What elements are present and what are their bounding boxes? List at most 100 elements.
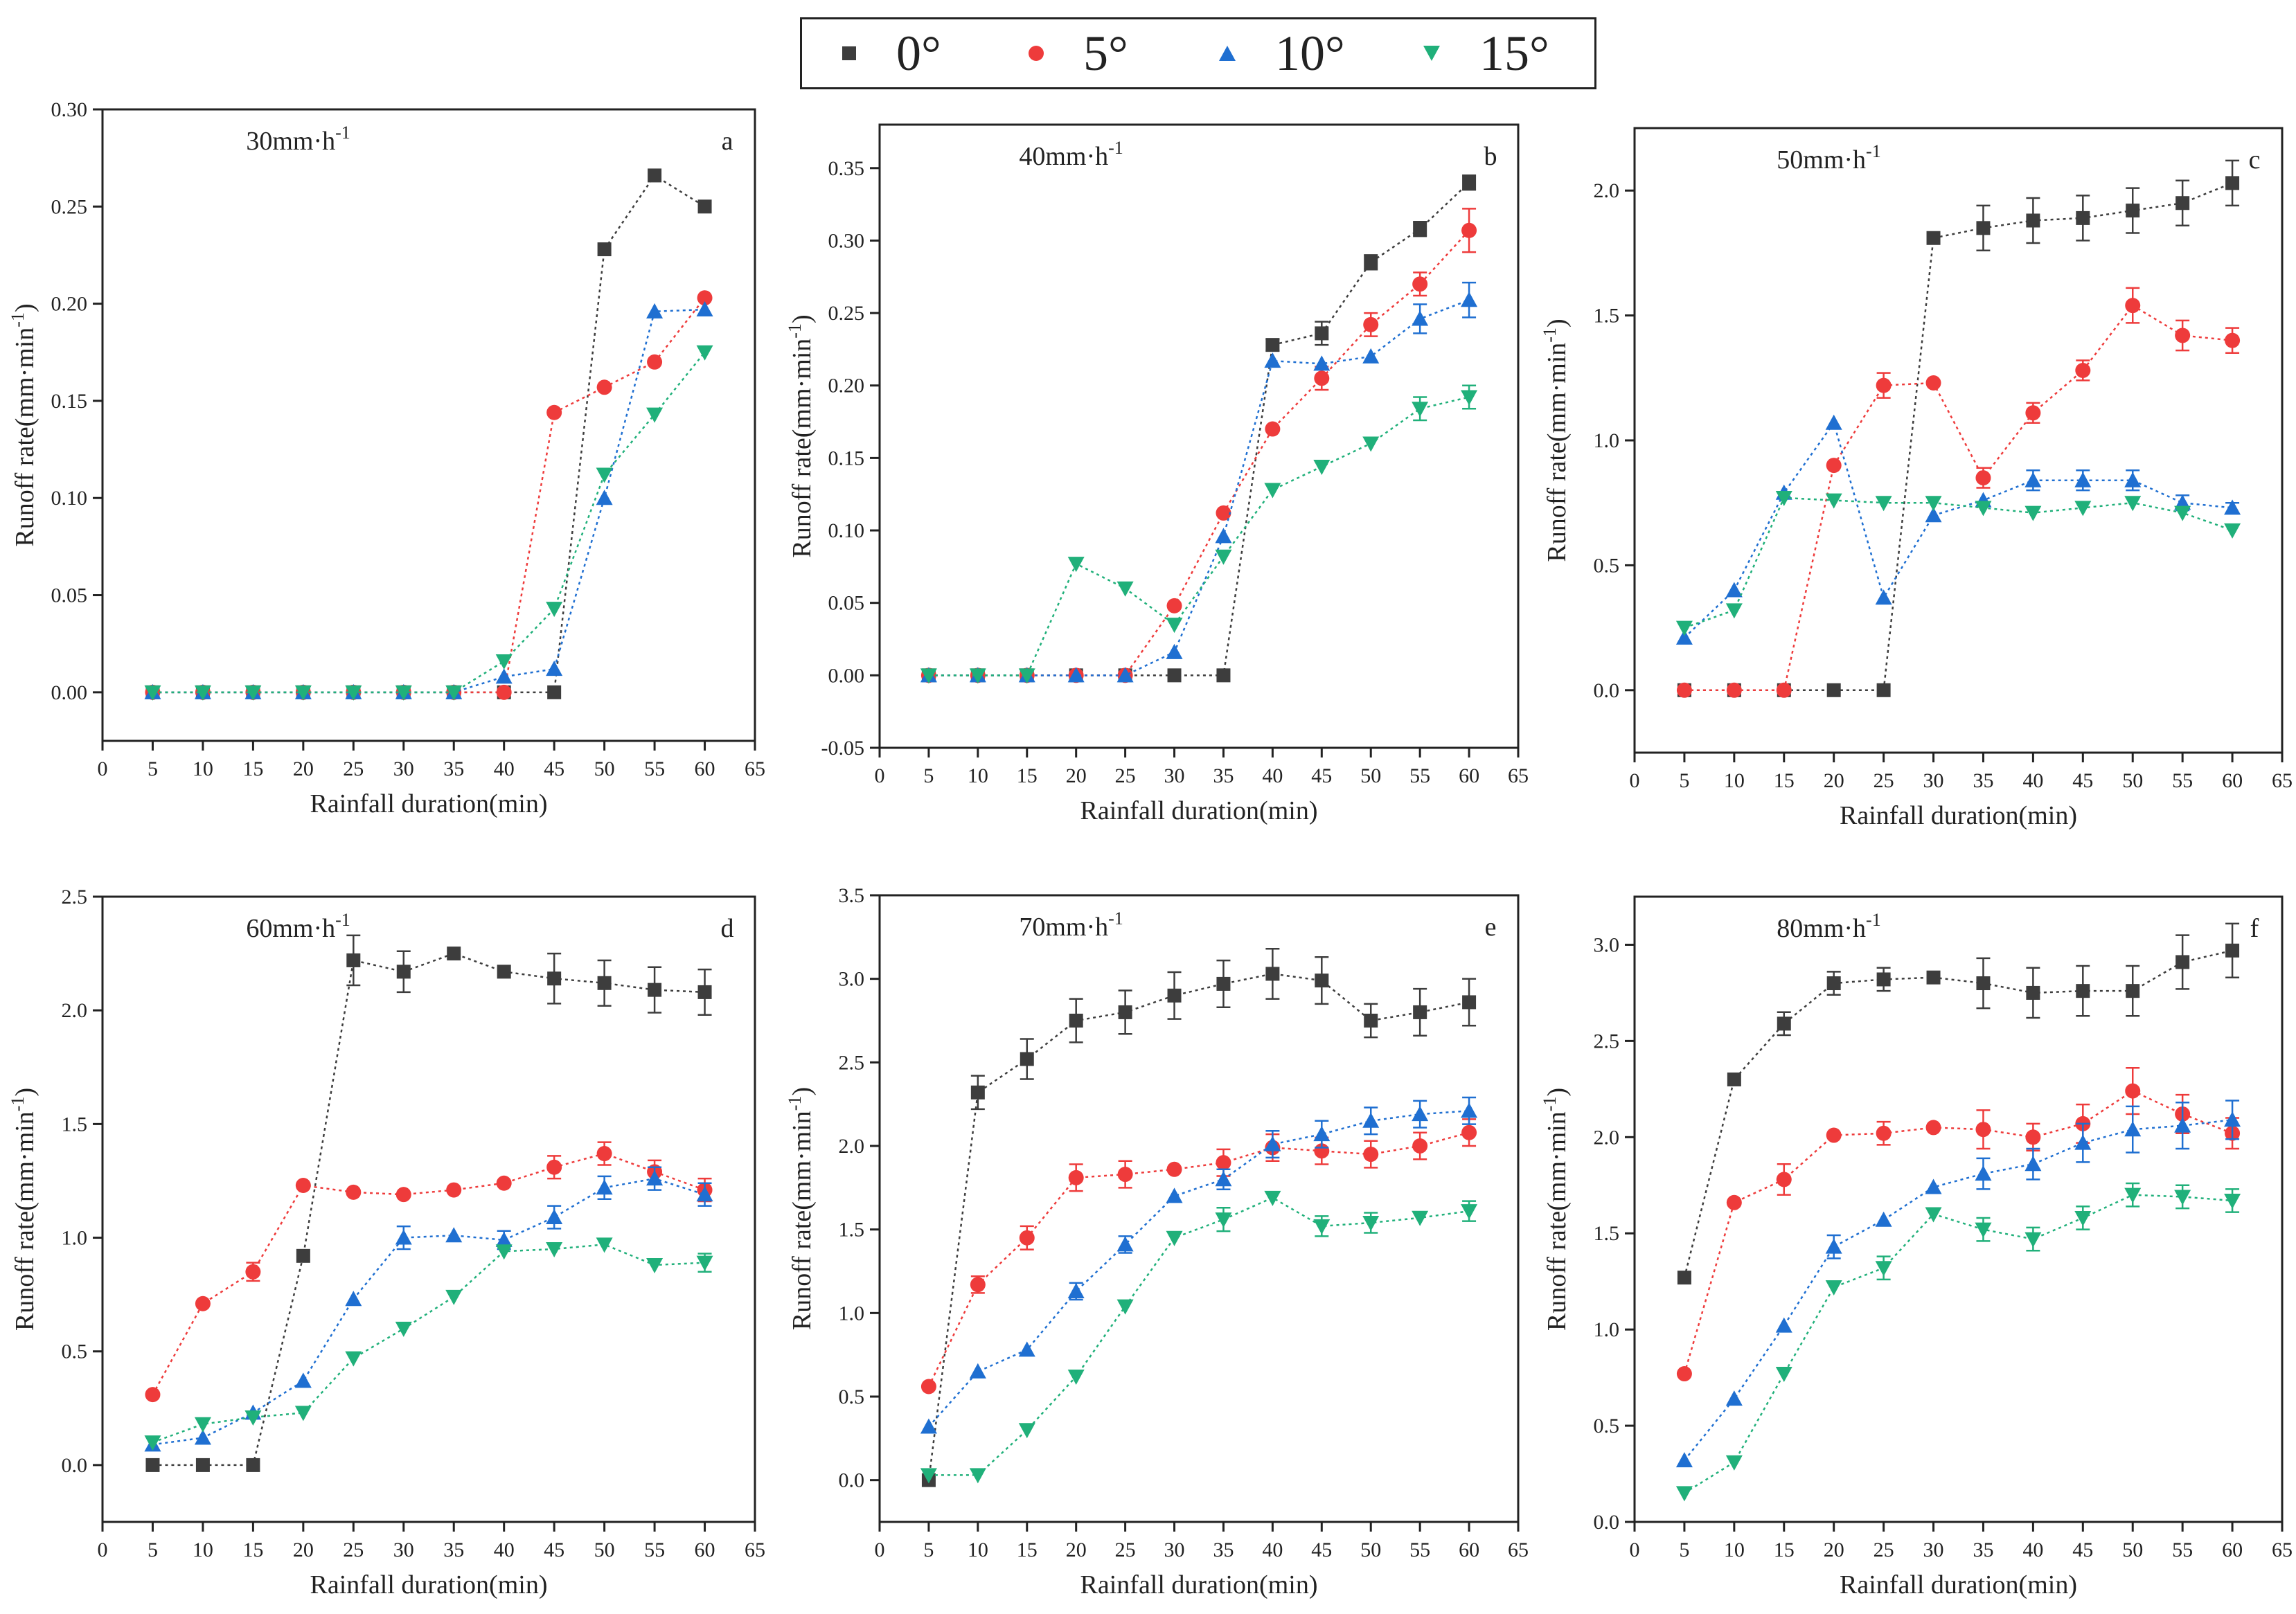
x-axis-label: Rainfall duration(min) (1840, 1570, 2077, 1599)
data-point (195, 1458, 210, 1472)
data-point (596, 1146, 612, 1162)
data-point (2025, 405, 2041, 421)
y-tick-label: 0.05 (51, 584, 88, 607)
data-point (295, 1178, 311, 1194)
data-point (1166, 598, 1182, 613)
data-point (1876, 683, 1891, 697)
x-tick-label: 65 (1508, 1539, 1529, 1561)
data-point (1461, 1124, 1477, 1140)
x-tick-label: 5 (1679, 1539, 1689, 1561)
x-tick-label: 65 (1508, 764, 1529, 787)
x-tick-label: 45 (544, 757, 564, 780)
series-line (152, 1244, 705, 1444)
y-tick-label: 0.25 (51, 195, 88, 218)
chart-panel-c: 0 5 10 15 20 25 30 35 40 45 50 55 60 65 0.0 0.5 1.0 1.5 2.… (1540, 127, 2293, 830)
data-point (1412, 1210, 1429, 1226)
series-line (927, 1131, 1470, 1388)
data-point (1166, 1187, 1183, 1203)
data-point (546, 1241, 563, 1257)
data-point (646, 1257, 664, 1273)
data-point (1677, 1271, 1691, 1285)
x-tick-label: 65 (745, 1539, 765, 1561)
x-tick-label: 25 (1115, 1539, 1136, 1561)
data-point (1876, 377, 1892, 393)
data-point (1461, 390, 1478, 406)
data-point (1018, 1341, 1035, 1357)
data-point (646, 407, 664, 423)
x-tick-label: 40 (2022, 1539, 2043, 1561)
series-line (1684, 1194, 2233, 1494)
data-point (547, 685, 562, 699)
data-point (495, 654, 513, 670)
series-line (152, 308, 705, 694)
data-point (1067, 667, 1085, 683)
legend-item-1: 5° (1027, 19, 1128, 87)
x-tick-label: 60 (695, 1539, 715, 1561)
data-point (697, 199, 712, 214)
y-axis-label: Runoff rate(mm·min-1) (1540, 319, 1572, 562)
data-point (970, 1085, 985, 1100)
data-point (646, 303, 664, 319)
data-point (1925, 1207, 1942, 1223)
y-tick-label: 0.5 (62, 1340, 88, 1363)
data-point (1826, 1127, 1842, 1143)
data-point (2126, 984, 2140, 998)
data-point (1976, 976, 1991, 991)
x-tick-label: 30 (393, 757, 414, 780)
data-point (2225, 943, 2240, 958)
data-point (1166, 1161, 1182, 1177)
data-point (1727, 1072, 1741, 1086)
legend-item-0: 0° (840, 19, 941, 87)
data-point (697, 290, 713, 306)
data-point (1925, 1178, 1942, 1194)
chart-title: 60mm·h-1 (246, 910, 350, 943)
x-tick-label: 15 (242, 757, 263, 780)
data-point (1167, 988, 1182, 1003)
data-point (2075, 362, 2091, 378)
data-point (1675, 1452, 1693, 1468)
data-point (2225, 176, 2240, 190)
data-point (1315, 974, 1329, 988)
series-line (927, 1110, 1470, 1428)
data-point (1826, 976, 1841, 991)
data-point (1215, 549, 1232, 565)
x-tick-label: 45 (1311, 1539, 1332, 1561)
data-point (1364, 255, 1378, 269)
series-line (1683, 1119, 2233, 1461)
x-tick-label: 20 (1066, 764, 1087, 787)
x-tick-label: 20 (1066, 1539, 1087, 1561)
data-point (1167, 668, 1182, 683)
x-tick-label: 5 (1679, 769, 1689, 792)
chart-title: 40mm·h-1 (1019, 138, 1123, 171)
data-point (2175, 328, 2191, 343)
data-point (1775, 1317, 1792, 1333)
data-point (1117, 1167, 1133, 1183)
x-tick-label: 5 (923, 764, 934, 787)
data-point (1726, 682, 1742, 698)
data-point (1676, 1366, 1692, 1382)
data-point (2024, 505, 2042, 521)
data-point (1362, 1216, 1380, 1232)
data-point (294, 685, 312, 701)
data-point (1364, 1014, 1378, 1028)
data-point (1313, 355, 1331, 371)
data-point (1725, 1455, 1743, 1471)
x-tick-label: 40 (494, 757, 515, 780)
data-point (2125, 1083, 2141, 1099)
data-point (2124, 496, 2142, 512)
plot-frame (101, 895, 756, 1523)
x-tick-label: 60 (2222, 769, 2243, 792)
data-point (1461, 1102, 1478, 1118)
data-point (1264, 1136, 1281, 1151)
data-point (445, 1227, 463, 1243)
data-point (2124, 472, 2142, 487)
data-point (395, 1229, 412, 1245)
data-point (1313, 459, 1331, 475)
data-point (1413, 1005, 1427, 1019)
legend-label: 5° (1083, 25, 1128, 81)
y-tick-label: 0.5 (839, 1386, 865, 1408)
series-line (1683, 949, 2233, 1278)
data-point (345, 685, 362, 701)
y-tick-label: 0.35 (828, 157, 865, 180)
x-tick-label: 35 (443, 1539, 464, 1561)
